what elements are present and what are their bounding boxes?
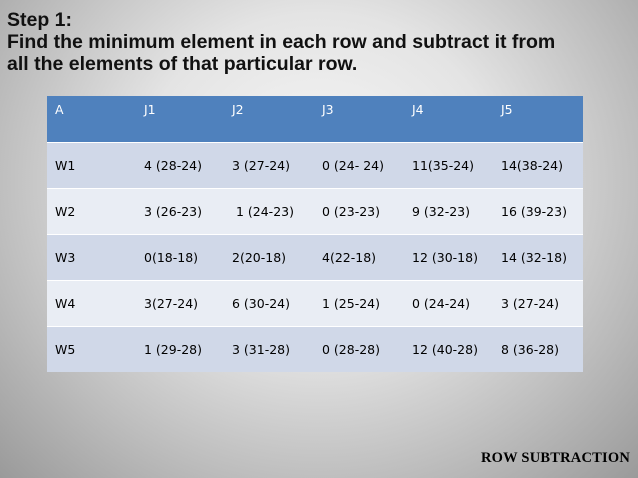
row-label-cell: W2 [47, 187, 136, 234]
slide-heading: Step 1: Find the minimum element in each… [7, 9, 635, 75]
table-cell: 9 (32-23) [404, 187, 493, 234]
table-row: W1 4 (28-24) 3 (27-24) 0 (24- 24) 11(35-… [47, 141, 583, 188]
header-cell-j5: J5 [493, 96, 583, 142]
table-cell: 0 (23-23) [314, 187, 404, 234]
table-cell: 1 (24-23) [224, 187, 314, 234]
table-cell: 16 (39-23) [493, 187, 583, 234]
header-cell-j2: J2 [224, 96, 314, 142]
table-header-row: A J1 J2 J3 J4 J5 [47, 96, 583, 142]
table-cell: 3(27-24) [136, 279, 224, 326]
header-cell-j4: J4 [404, 96, 493, 142]
row-label-cell: W5 [47, 325, 136, 372]
table-cell: 0 (24- 24) [314, 141, 404, 188]
table-cell: 3 (26-23) [136, 187, 224, 234]
table-row: W4 3(27-24) 6 (30-24) 1 (25-24) 0 (24-24… [47, 279, 583, 326]
table-cell: 11(35-24) [404, 141, 493, 188]
header-cell-j1: J1 [136, 96, 224, 142]
table-row: W2 3 (26-23) 1 (24-23) 0 (23-23) 9 (32-2… [47, 187, 583, 234]
heading-line-3: all the elements of that particular row. [7, 53, 358, 75]
table-cell: 4 (28-24) [136, 141, 224, 188]
heading-line-2: Find the minimum element in each row and… [7, 31, 556, 53]
table-row: W3 0(18-18) 2(20-18) 4(22-18) 12 (30-18)… [47, 233, 583, 280]
table-cell: 2(20-18) [224, 233, 314, 280]
table-cell: 1 (25-24) [314, 279, 404, 326]
table-cell: 3 (27-24) [224, 141, 314, 188]
heading-line-1: Step 1: [7, 9, 73, 31]
table-cell: 0(18-18) [136, 233, 224, 280]
table-cell: 14(38-24) [493, 141, 583, 188]
header-cell-a: A [47, 96, 136, 142]
table-cell: 4(22-18) [314, 233, 404, 280]
table-cell: 3 (31-28) [224, 325, 314, 372]
table-cell: 0 (24-24) [404, 279, 493, 326]
row-label-cell: W4 [47, 279, 136, 326]
assignment-cost-table: A J1 J2 J3 J4 J5 W1 4 (28-24) 3 (27-24) … [47, 96, 583, 372]
table-cell: 12 (30-18) [404, 233, 493, 280]
row-label-cell: W1 [47, 141, 136, 188]
table-cell: 6 (30-24) [224, 279, 314, 326]
table-cell: 8 (36-28) [493, 325, 583, 372]
header-cell-j3: J3 [314, 96, 404, 142]
table-cell: 1 (29-28) [136, 325, 224, 372]
table-cell: 12 (40-28) [404, 325, 493, 372]
table-cell: 14 (32-18) [493, 233, 583, 280]
slide-footer-label: ROW SUBTRACTION [481, 450, 630, 466]
table-row: W5 1 (29-28) 3 (31-28) 0 (28-28) 12 (40-… [47, 325, 583, 372]
row-label-cell: W3 [47, 233, 136, 280]
table-cell: 3 (27-24) [493, 279, 583, 326]
table-cell: 0 (28-28) [314, 325, 404, 372]
